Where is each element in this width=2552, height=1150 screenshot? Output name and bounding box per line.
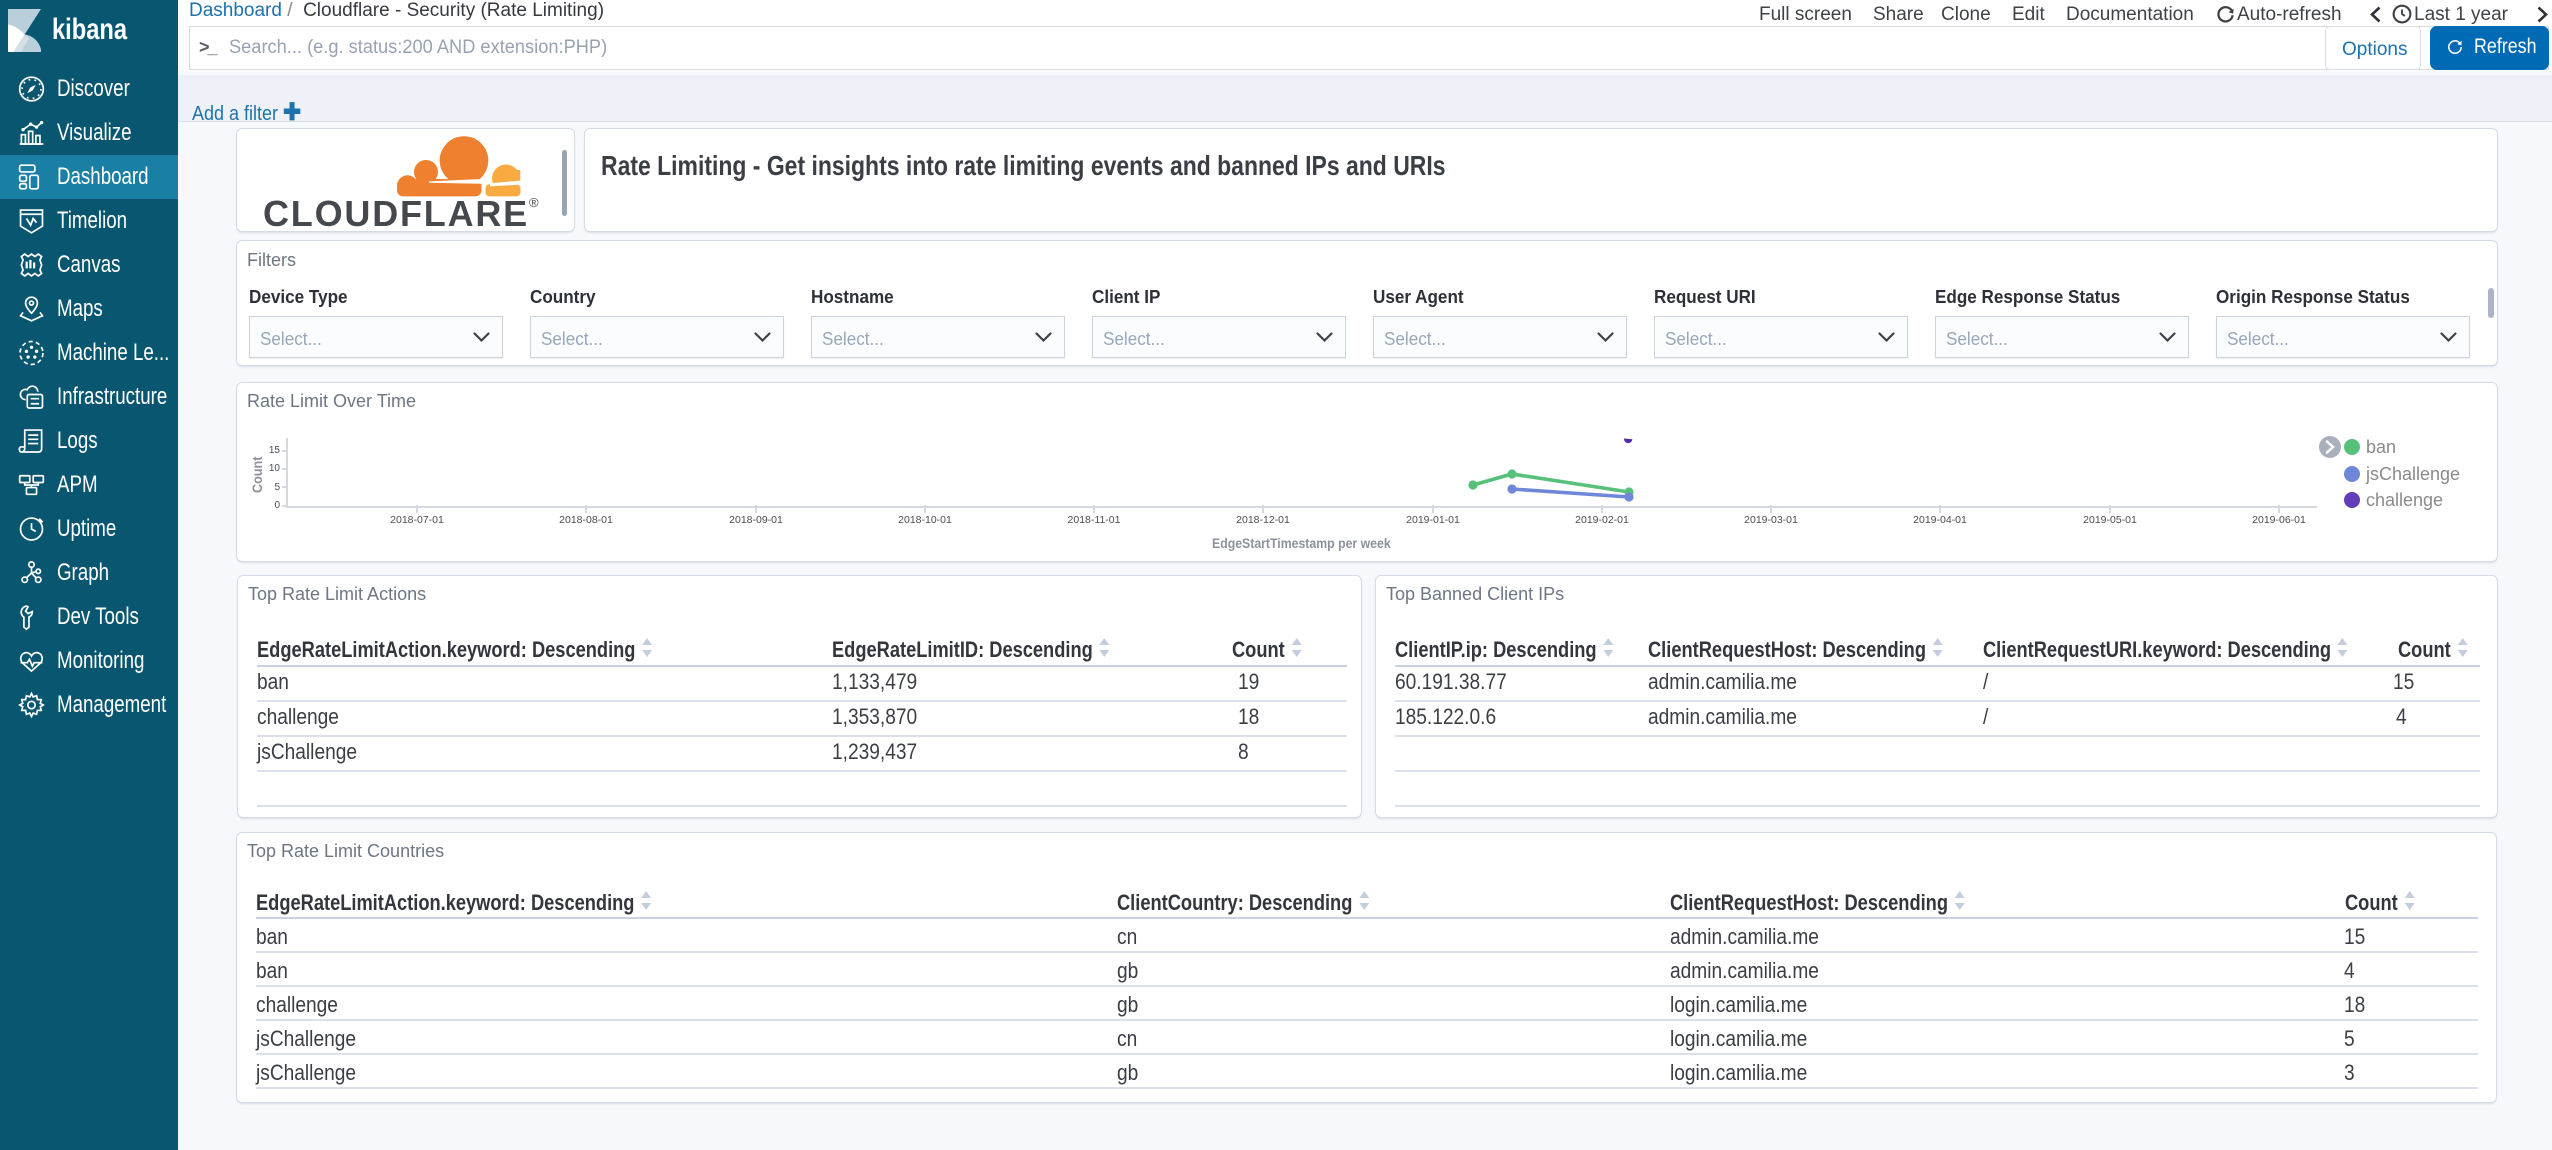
- svg-text:®: ®: [529, 195, 539, 210]
- svg-text:CLOUDFLARE: CLOUDFLARE: [263, 193, 529, 232]
